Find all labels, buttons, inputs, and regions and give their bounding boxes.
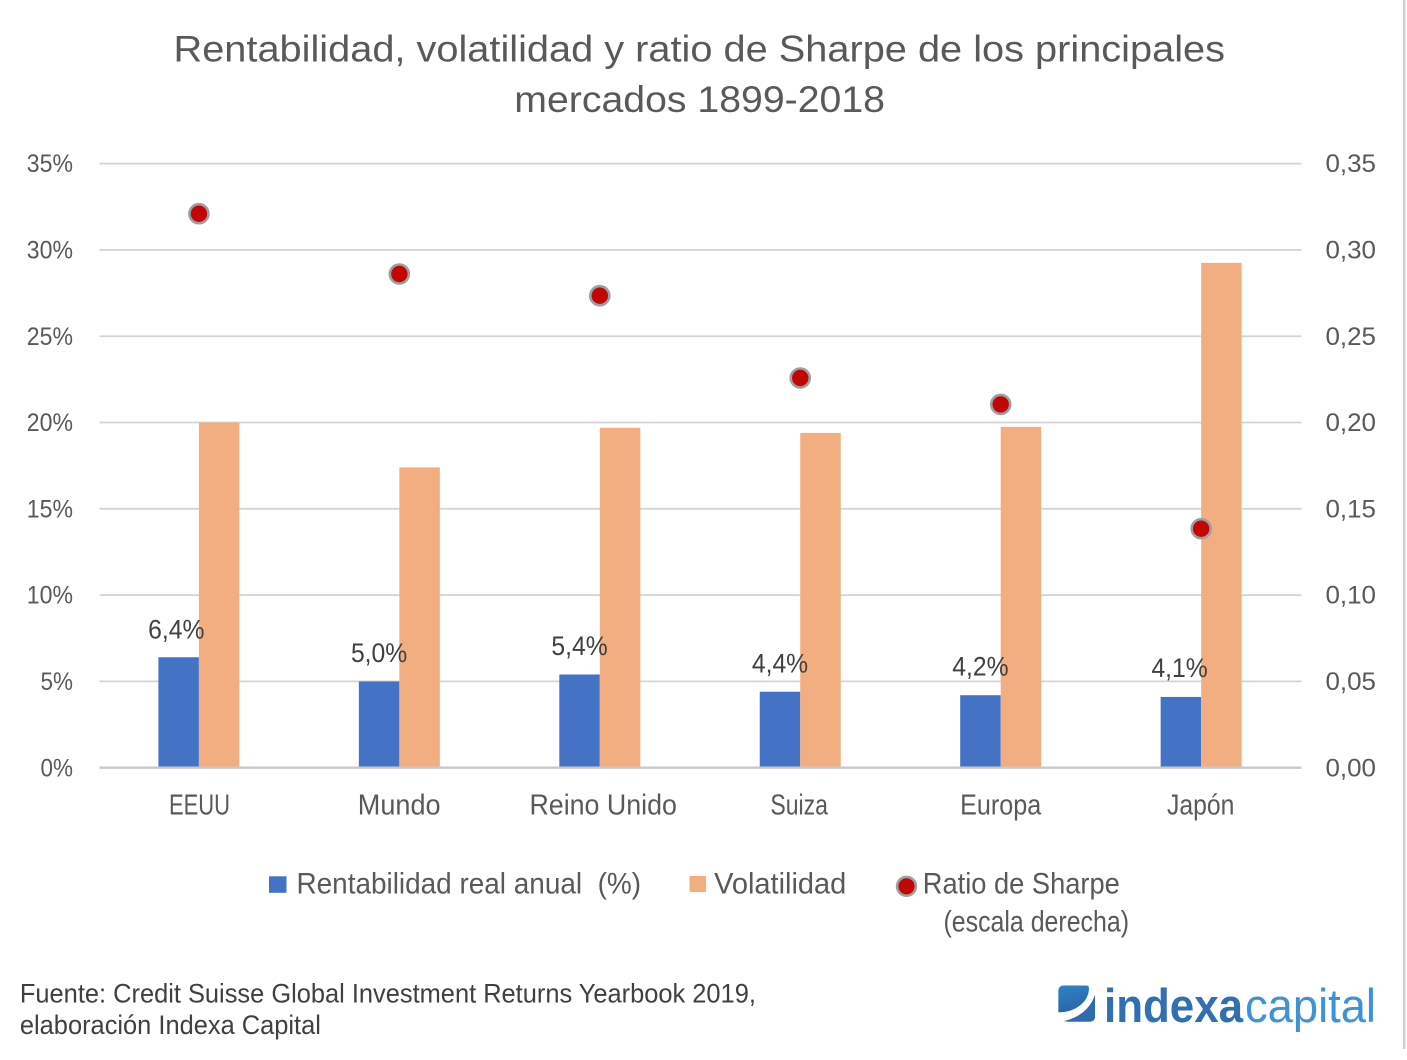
svg-text:mercados 1899-2018: mercados 1899-2018	[514, 79, 885, 120]
svg-text:0,35: 0,35	[1326, 150, 1377, 178]
svg-text:0,30: 0,30	[1326, 237, 1377, 265]
svg-text:5%: 5%	[41, 668, 74, 696]
svg-text:4,1%: 4,1%	[1151, 653, 1207, 683]
svg-text:0%: 0%	[41, 754, 74, 782]
svg-text:4,2%: 4,2%	[952, 652, 1008, 682]
svg-text:Japón: Japón	[1167, 790, 1234, 822]
svg-text:5,4%: 5,4%	[551, 631, 607, 661]
svg-text:6,4%: 6,4%	[148, 614, 204, 644]
svg-text:20%: 20%	[27, 409, 73, 437]
svg-text:Mundo: Mundo	[358, 790, 441, 822]
svg-text:Rentabilidad real anual (%): Rentabilidad real anual (%)	[297, 868, 642, 901]
svg-text:Volatilidad: Volatilidad	[714, 867, 846, 900]
svg-text:indexa: indexa	[1104, 979, 1244, 1032]
svg-text:0,20: 0,20	[1326, 409, 1377, 437]
svg-text:capital: capital	[1245, 979, 1376, 1032]
svg-text:Reino Unido: Reino Unido	[529, 790, 677, 822]
svg-text:0,15: 0,15	[1326, 495, 1377, 523]
svg-text:Europa: Europa	[960, 790, 1042, 822]
svg-text:25%: 25%	[27, 323, 73, 351]
svg-text:Ratio de Sharpe: Ratio de Sharpe	[923, 868, 1120, 901]
svg-text:0,25: 0,25	[1326, 323, 1377, 351]
svg-text:Rentabilidad, volatilidad y ra: Rentabilidad, volatilidad y ratio de Sha…	[174, 29, 1226, 70]
svg-text:Suiza: Suiza	[770, 790, 828, 822]
svg-text:0,05: 0,05	[1326, 668, 1377, 696]
svg-text:4,4%: 4,4%	[752, 648, 808, 678]
svg-text:15%: 15%	[27, 495, 73, 523]
svg-text:elaboración Indexa Capital: elaboración Indexa Capital	[20, 1010, 321, 1040]
svg-text:Fuente: Credit Suisse Global I: Fuente: Credit Suisse Global Investment …	[20, 979, 756, 1009]
svg-text:35%: 35%	[27, 150, 73, 178]
svg-text:30%: 30%	[27, 237, 73, 265]
svg-text:5,0%: 5,0%	[351, 638, 407, 668]
svg-text:EEUU: EEUU	[169, 790, 230, 822]
svg-text:0,10: 0,10	[1326, 582, 1377, 610]
svg-text:10%: 10%	[27, 582, 73, 610]
svg-text:0,00: 0,00	[1326, 754, 1377, 782]
svg-text:(escala derecha): (escala derecha)	[944, 906, 1130, 939]
